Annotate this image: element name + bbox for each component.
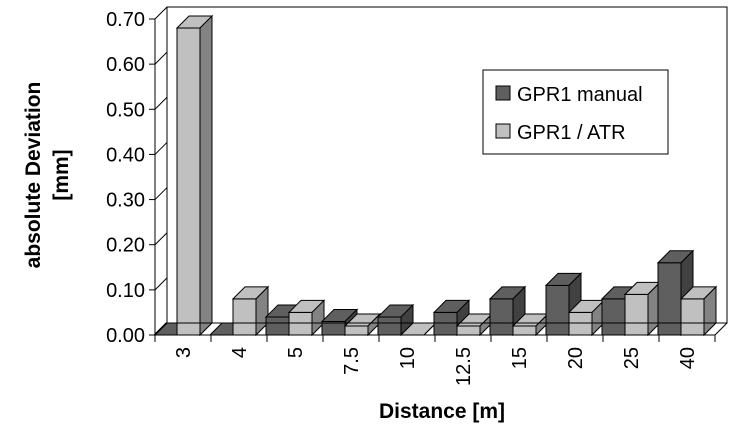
- legend-swatch-atr: [495, 123, 511, 139]
- bar-side: [199, 14, 213, 337]
- y-tick-depth: [154, 142, 168, 155]
- bar-front: [176, 27, 201, 336]
- bar: [231, 285, 270, 337]
- y-tick-depth: [154, 96, 168, 110]
- bar: [376, 303, 415, 337]
- bar-front: [489, 298, 514, 336]
- y-tick-label: 0.50: [106, 99, 145, 121]
- bar-front: [265, 316, 290, 336]
- x-tick-label: 40: [677, 347, 699, 369]
- bar-front: [433, 311, 458, 336]
- y-tick-label: 0.30: [106, 190, 145, 212]
- bar: [287, 299, 326, 337]
- legend: GPR1 manual GPR1 / ATR: [482, 69, 669, 155]
- bar-front: [545, 284, 570, 336]
- bars-layer: [152, 14, 718, 337]
- bar-front: [512, 325, 537, 336]
- bar-front: [232, 298, 257, 336]
- y-tick-depth: [154, 232, 168, 246]
- x-tick-label: 4: [229, 347, 251, 358]
- x-axis-title: Distance [m]: [379, 400, 505, 423]
- y-tick-depth: [154, 277, 168, 291]
- bar-front: [568, 311, 593, 336]
- x-tick-label: 12.5: [453, 347, 475, 386]
- x-tick-label: 25: [621, 347, 643, 369]
- legend-swatch-manual: [495, 85, 511, 101]
- bar-front: [680, 298, 705, 336]
- y-tick-label: 0.40: [106, 144, 145, 166]
- x-tick-label: 10: [397, 347, 419, 369]
- y-tick-depth: [154, 322, 168, 336]
- x-tick-label: 20: [565, 347, 587, 369]
- y-tick-depth: [154, 187, 168, 200]
- bar-front: [624, 293, 649, 336]
- y-tick-depth: [154, 51, 168, 65]
- bar-front: [344, 325, 369, 336]
- y-axis-title: absolute Deviation [mm]: [22, 82, 73, 269]
- bar-front: [657, 262, 682, 336]
- y-tick-label: 0.00: [106, 325, 145, 347]
- y-tick-label: 0.70: [106, 9, 145, 31]
- y-tick-label: 0.10: [106, 280, 145, 302]
- y-tick-label: 0.20: [106, 235, 145, 257]
- legend-label-atr: GPR1 / ATR: [517, 122, 626, 144]
- x-tick-label: 5: [285, 347, 307, 358]
- y-axis-title-line-2: [mm]: [50, 149, 73, 200]
- bar: [679, 285, 718, 337]
- bar-front: [456, 325, 481, 336]
- y-axis-title-line-1: absolute Deviation: [22, 82, 45, 269]
- axes-layer: 0.00 0.10 0.20 0.30 0.40 0.50 0.60 0.70 3 4 5 7.5 10…: [106, 6, 728, 386]
- x-tick-label: 3: [173, 347, 195, 358]
- bar-front: [601, 298, 626, 336]
- bar-front: [288, 311, 313, 336]
- bar-front: [377, 316, 402, 336]
- legend-box: [482, 69, 669, 155]
- bar: [623, 281, 662, 337]
- x-tick-label: 15: [509, 347, 531, 369]
- y-tick-label: 0.60: [106, 54, 145, 76]
- y-tick-depth: [154, 6, 168, 20]
- bar: [567, 299, 606, 337]
- bar: [175, 14, 214, 337]
- x-tick-label: 7.5: [341, 347, 363, 375]
- legend-label-manual: GPR1 manual: [517, 84, 643, 106]
